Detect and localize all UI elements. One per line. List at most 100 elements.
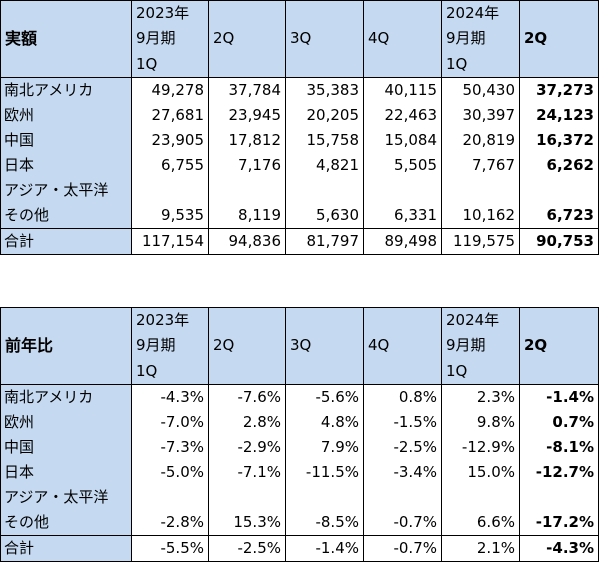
cell: -7.0% — [131, 409, 209, 435]
table-row: アジア・太平洋 その他 9,535 8,119 5,630 6,331 10,1… — [0, 177, 599, 229]
total-row: 合計 -5.5% -2.5% -1.4% -0.7% 2.1% -4.3% — [0, 534, 599, 562]
header-line: 2Q — [213, 336, 235, 355]
actual-header-4q: 4Q — [363, 0, 442, 78]
cell: 0.7% — [519, 409, 599, 435]
cell: -2.8% — [131, 484, 209, 536]
actual-header-2q: 2Q — [208, 0, 286, 78]
yoy-header-2024-2q: 2Q — [519, 307, 599, 385]
header-line: 1Q — [446, 54, 468, 73]
table-row: 中国 -7.3% -2.9% 7.9% -2.5% -12.9% -8.1% — [0, 434, 599, 460]
row-label: 欧州 — [0, 409, 132, 435]
row-label-line: その他 — [4, 512, 50, 531]
header-line: 2Q — [213, 29, 235, 48]
yoy-header-2023-1q: 2023年 9月期 1Q — [131, 307, 209, 385]
cell: -7.1% — [208, 459, 286, 485]
cell: -8.1% — [519, 434, 599, 460]
cell: 94,836 — [208, 227, 286, 255]
table-row: 欧州 -7.0% 2.8% 4.8% -1.5% 9.8% 0.7% — [0, 409, 599, 435]
yoy-header-row: 前年比 2023年 9月期 1Q 2Q 3Q 4Q 2024年 9月期 1Q 2… — [0, 307, 599, 385]
header-line: 3Q — [290, 336, 312, 355]
table-row: 中国 23,905 17,812 15,758 15,084 20,819 16… — [0, 127, 599, 153]
cell: -5.6% — [285, 383, 364, 410]
actual-corner-label: 実額 — [0, 0, 132, 78]
row-label: 日本 — [0, 459, 132, 485]
header-line: 1Q — [136, 54, 158, 73]
cell: -3.4% — [363, 459, 442, 485]
cell: -2.5% — [363, 434, 442, 460]
cell: 117,154 — [131, 227, 209, 255]
cell: 23,905 — [131, 127, 209, 153]
cell: 81,797 — [285, 227, 364, 255]
actual-header-2023-1q: 2023年 9月期 1Q — [131, 0, 209, 78]
table-row: 日本 -5.0% -7.1% -11.5% -3.4% 15.0% -12.7% — [0, 459, 599, 485]
cell: 50,430 — [441, 76, 520, 103]
cell: -8.5% — [285, 484, 364, 536]
yoy-table: 前年比 2023年 9月期 1Q 2Q 3Q 4Q 2024年 9月期 1Q 2… — [0, 307, 599, 562]
cell: -12.9% — [441, 434, 520, 460]
cell: 6.6% — [441, 484, 520, 536]
cell: 20,819 — [441, 127, 520, 153]
cell: 27,681 — [131, 102, 209, 128]
cell: 16,372 — [519, 127, 599, 153]
cell: 2.3% — [441, 383, 520, 410]
header-line: 4Q — [368, 29, 390, 48]
cell: 2.1% — [441, 534, 520, 562]
cell: 37,784 — [208, 76, 286, 103]
cell: 22,463 — [363, 102, 442, 128]
header-line: 2Q — [524, 336, 548, 355]
yoy-corner-label: 前年比 — [0, 307, 132, 385]
cell: 2.8% — [208, 409, 286, 435]
cell: 89,498 — [363, 227, 442, 255]
header-line: 2023年 — [136, 4, 190, 22]
row-label: アジア・太平洋 その他 — [0, 484, 132, 536]
cell: -1.4% — [519, 383, 599, 410]
cell: -12.7% — [519, 459, 599, 485]
table-row: 欧州 27,681 23,945 20,205 22,463 30,397 24… — [0, 102, 599, 128]
yoy-header-4q: 4Q — [363, 307, 442, 385]
header-line: 2024年 — [446, 4, 500, 22]
cell: 4,821 — [285, 152, 364, 178]
cell: -7.3% — [131, 434, 209, 460]
cell: 7.9% — [285, 434, 364, 460]
cell: 30,397 — [441, 102, 520, 128]
cell: 20,205 — [285, 102, 364, 128]
cell: 15.3% — [208, 484, 286, 536]
table-row: 南北アメリカ 49,278 37,784 35,383 40,115 50,43… — [0, 76, 599, 103]
yoy-header-3q: 3Q — [285, 307, 364, 385]
cell: -5.5% — [131, 534, 209, 562]
cell: -11.5% — [285, 459, 364, 485]
row-label: 南北アメリカ — [0, 76, 132, 103]
row-label: 中国 — [0, 127, 132, 153]
cell: -4.3% — [519, 534, 599, 562]
header-line: 9月期 — [446, 336, 486, 355]
row-label: 中国 — [0, 434, 132, 460]
header-line: 1Q — [136, 361, 158, 380]
cell: -1.4% — [285, 534, 364, 562]
header-line: 2024年 — [446, 311, 500, 329]
cell: -17.2% — [519, 484, 599, 536]
cell: 8,119 — [208, 177, 286, 229]
cell: -0.7% — [363, 484, 442, 536]
cell: -2.5% — [208, 534, 286, 562]
cell: -4.3% — [131, 383, 209, 410]
header-line: 2Q — [524, 29, 548, 48]
yoy-header-2q: 2Q — [208, 307, 286, 385]
table-row: アジア・太平洋 その他 -2.8% 15.3% -8.5% -0.7% 6.6%… — [0, 484, 599, 536]
cell: 37,273 — [519, 76, 599, 103]
row-label-line: アジア・太平洋 — [4, 180, 109, 199]
cell: 23,945 — [208, 102, 286, 128]
cell: 90,753 — [519, 227, 599, 255]
header-line: 2023年 — [136, 311, 190, 329]
header-line: 1Q — [446, 361, 468, 380]
table-row: 南北アメリカ -4.3% -7.6% -5.6% 0.8% 2.3% -1.4% — [0, 383, 599, 410]
cell: 15,084 — [363, 127, 442, 153]
cell: 0.8% — [363, 383, 442, 410]
cell: 4.8% — [285, 409, 364, 435]
cell: -0.7% — [363, 534, 442, 562]
cell: -7.6% — [208, 383, 286, 410]
header-line: 9月期 — [136, 336, 176, 355]
row-label: アジア・太平洋 その他 — [0, 177, 132, 229]
header-line: 4Q — [368, 336, 390, 355]
header-line: 3Q — [290, 29, 312, 48]
cell: 10,162 — [441, 177, 520, 229]
